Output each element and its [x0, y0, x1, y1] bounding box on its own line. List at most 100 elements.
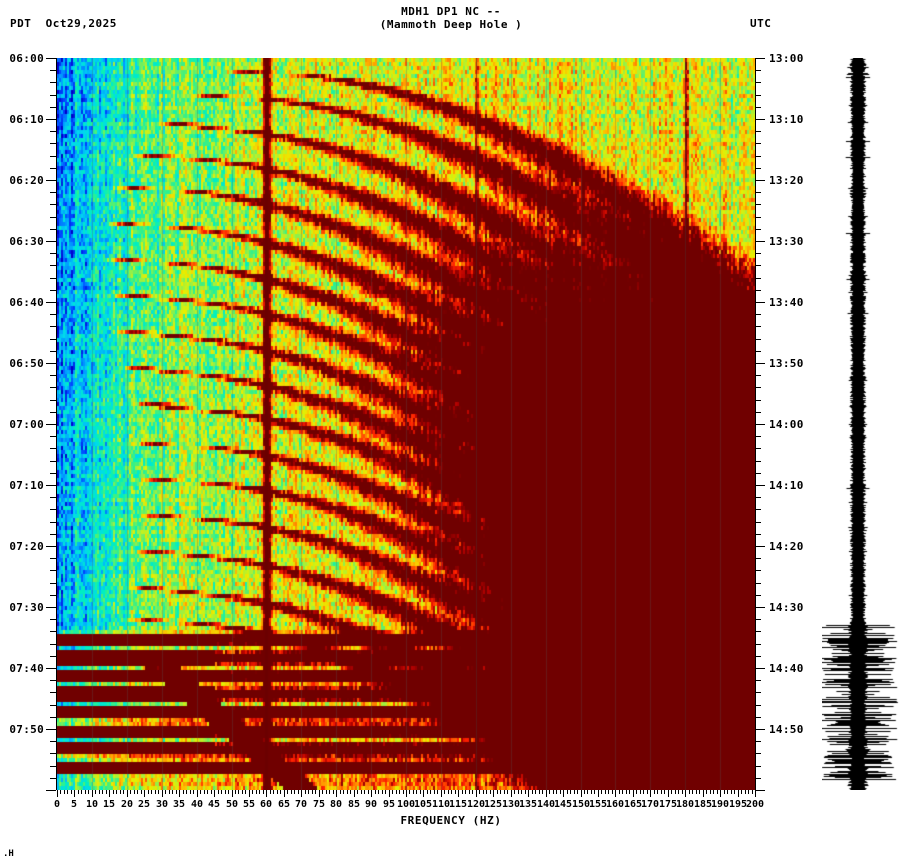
- axis-tick-major: [755, 302, 765, 303]
- axis-tick-minor: [50, 204, 56, 205]
- frequency-tick: [703, 790, 704, 797]
- axis-tick-minor: [50, 82, 56, 83]
- time-label-pdt: 06:40: [9, 296, 44, 309]
- frequency-tick-minor: [455, 790, 456, 794]
- frequency-tick-minor: [137, 790, 138, 794]
- frequency-tick-minor: [741, 790, 742, 794]
- axis-tick-major: [755, 790, 765, 791]
- axis-tick-minor: [50, 534, 56, 535]
- axis-tick-minor: [755, 253, 761, 254]
- frequency-tick-minor: [462, 790, 463, 794]
- frequency-label: 105: [413, 799, 433, 810]
- frequency-tick: [406, 790, 407, 797]
- frequency-tick-minor: [678, 790, 679, 794]
- axis-tick-minor: [755, 522, 761, 523]
- frequency-tick-minor: [570, 790, 571, 794]
- frequency-tick-minor: [629, 790, 630, 794]
- frequency-tick-minor: [190, 790, 191, 794]
- frequency-tick-minor: [102, 790, 103, 794]
- frequency-tick: [214, 790, 215, 797]
- axis-tick-major: [755, 424, 765, 425]
- time-label-utc: 13:40: [769, 296, 804, 309]
- axis-tick-major: [46, 546, 56, 547]
- axis-tick-minor: [755, 692, 761, 693]
- time-label-utc: 14:30: [769, 601, 804, 614]
- axis-tick-minor: [50, 290, 56, 291]
- frequency-tick-minor: [85, 790, 86, 794]
- axis-tick-minor: [755, 387, 761, 388]
- frequency-tick-minor: [385, 790, 386, 794]
- frequency-label: 170: [640, 799, 660, 810]
- frequency-tick-minor: [280, 790, 281, 794]
- frequency-tick: [738, 790, 739, 797]
- frequency-tick-minor: [553, 790, 554, 794]
- time-label-pdt: 06:50: [9, 357, 44, 370]
- frequency-tick: [458, 790, 459, 797]
- axis-tick-major: [46, 790, 56, 791]
- frequency-tick-minor: [151, 790, 152, 794]
- axis-tick-minor: [50, 522, 56, 523]
- frequency-tick-minor: [120, 790, 121, 794]
- frequency-tick-minor: [228, 790, 229, 794]
- frequency-tick-minor: [256, 790, 257, 794]
- frequency-tick-minor: [273, 790, 274, 794]
- frequency-label: 45: [207, 799, 221, 810]
- axis-tick-minor: [755, 534, 761, 535]
- frequency-tick: [249, 790, 250, 797]
- axis-tick-minor: [755, 741, 761, 742]
- frequency-label: 125: [483, 799, 503, 810]
- plot-left-border: [56, 58, 57, 790]
- axis-tick-minor: [50, 265, 56, 266]
- axis-tick-minor: [755, 217, 761, 218]
- frequency-tick-minor: [731, 790, 732, 794]
- axis-tick-minor: [755, 82, 761, 83]
- frequency-tick-minor: [664, 790, 665, 794]
- frequency-tick: [685, 790, 686, 797]
- frequency-tick: [354, 790, 355, 797]
- frequency-tick-minor: [165, 790, 166, 794]
- frequency-tick: [581, 790, 582, 797]
- axis-tick-minor: [755, 192, 761, 193]
- frequency-tick-minor: [535, 790, 536, 794]
- axis-tick-minor: [50, 326, 56, 327]
- frequency-tick-minor: [221, 790, 222, 794]
- axis-tick-minor: [755, 168, 761, 169]
- frequency-tick-minor: [518, 790, 519, 794]
- frequency-tick-minor: [200, 790, 201, 794]
- frequency-tick-minor: [605, 790, 606, 794]
- spectrogram-plot[interactable]: [57, 58, 755, 790]
- frequency-label: 175: [658, 799, 678, 810]
- axis-tick-minor: [50, 692, 56, 693]
- frequency-tick-minor: [636, 790, 637, 794]
- frequency-label: 130: [501, 799, 521, 810]
- frequency-tick-minor: [734, 790, 735, 794]
- axis-tick-minor: [755, 290, 761, 291]
- frequency-tick-minor: [706, 790, 707, 794]
- frequency-tick-minor: [375, 790, 376, 794]
- axis-tick-minor: [755, 448, 761, 449]
- axis-tick-minor: [755, 265, 761, 266]
- frequency-tick-minor: [479, 790, 480, 794]
- time-label-utc: 14:50: [769, 723, 804, 736]
- axis-tick-minor: [755, 497, 761, 498]
- axis-tick-minor: [50, 168, 56, 169]
- time-label-utc: 14:00: [769, 418, 804, 431]
- axis-tick-major: [46, 119, 56, 120]
- frequency-axis-title: FREQUENCY (HZ): [400, 814, 502, 827]
- frequency-tick-minor: [333, 790, 334, 794]
- frequency-tick-minor: [130, 790, 131, 794]
- axis-tick-minor: [755, 644, 761, 645]
- axis-tick-minor: [755, 326, 761, 327]
- frequency-tick-minor: [218, 790, 219, 794]
- axis-tick-minor: [50, 412, 56, 413]
- axis-tick-minor: [50, 192, 56, 193]
- axis-tick-minor: [50, 70, 56, 71]
- axis-tick-minor: [50, 95, 56, 96]
- spectrogram-canvas[interactable]: [57, 58, 755, 790]
- frequency-label: 30: [155, 799, 169, 810]
- frequency-tick-minor: [378, 790, 379, 794]
- frequency-tick-minor: [238, 790, 239, 794]
- axis-tick-major: [755, 363, 765, 364]
- axis-tick-minor: [755, 204, 761, 205]
- axis-tick-minor: [755, 766, 761, 767]
